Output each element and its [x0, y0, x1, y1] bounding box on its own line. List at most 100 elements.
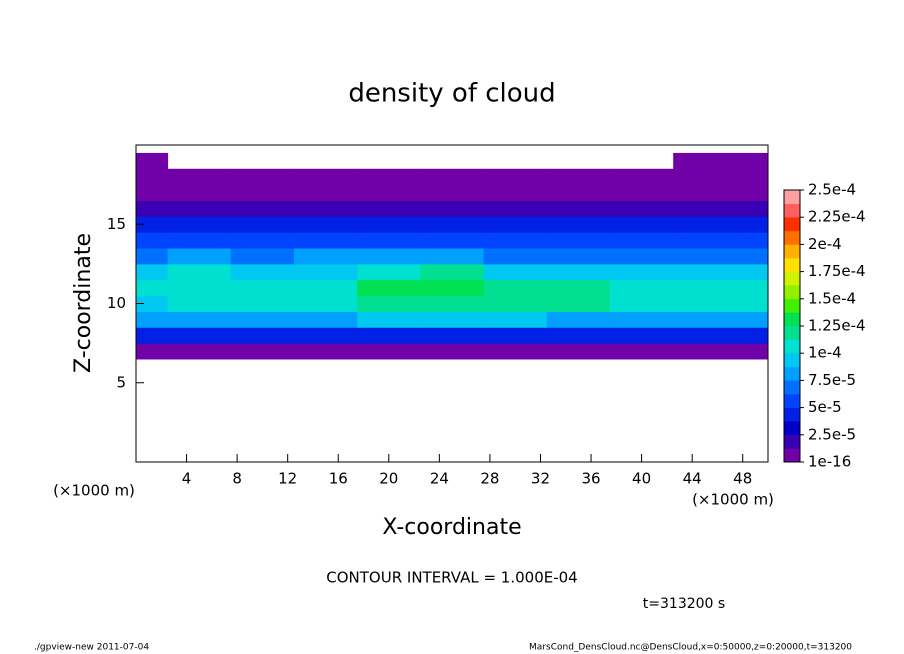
- field-cell: [167, 263, 232, 281]
- colorbar-label: 1e-4: [808, 344, 842, 362]
- field-cell: [673, 216, 737, 233]
- field-cell: [294, 216, 358, 233]
- field-cell: [736, 184, 768, 201]
- field-cell: [546, 168, 611, 186]
- field-cell: [294, 279, 358, 297]
- field-cell: [167, 295, 232, 312]
- field-cell: [673, 311, 737, 328]
- field-cell: [357, 311, 421, 328]
- colorbar-label: 5e-5: [808, 398, 842, 416]
- field-cell: [610, 279, 674, 297]
- field-cell: [420, 263, 485, 281]
- colorbar-swatch: [784, 298, 800, 313]
- field-cell: [736, 168, 768, 186]
- field-cell: [230, 279, 295, 297]
- field-cell: [546, 232, 611, 249]
- time-note: t=313200 s: [643, 596, 725, 612]
- colorbar-swatch: [784, 217, 800, 232]
- field-cell: [736, 327, 768, 344]
- field-cell: [483, 200, 548, 217]
- colorbar-swatch: [784, 203, 800, 218]
- field-cell: [610, 311, 674, 328]
- field-cell: [546, 248, 611, 265]
- y-tick-label: 15: [107, 215, 126, 233]
- field-cell: [357, 279, 421, 297]
- field-cell: [230, 327, 295, 344]
- colorbar-swatch: [784, 353, 800, 368]
- field-cell: [610, 200, 674, 217]
- colorbar-swatch: [784, 326, 800, 340]
- x-unit: (×1000 m): [692, 491, 774, 509]
- colorbar-swatch: [784, 380, 800, 395]
- x-tick-label: 44: [683, 470, 702, 488]
- field-cell: [357, 232, 421, 249]
- field-cell: [420, 232, 485, 249]
- field-cell: [483, 184, 548, 201]
- field-cell: [167, 216, 232, 233]
- x-tick-label: 4: [182, 470, 192, 488]
- x-tick-label: 28: [480, 470, 499, 488]
- field-cell: [167, 248, 232, 265]
- y-tick-label: 10: [107, 294, 126, 312]
- field-cell: [610, 232, 674, 249]
- field-cell: [420, 327, 485, 344]
- field-cell: [546, 200, 611, 217]
- x-tick-label: 36: [581, 470, 600, 488]
- field-cell: [167, 327, 232, 344]
- colorbar-swatch: [784, 448, 800, 463]
- field-cell: [230, 343, 295, 360]
- colorbar-swatch: [784, 244, 800, 259]
- colorbar-label: 7.5e-5: [808, 371, 856, 389]
- field-cell: [610, 216, 674, 233]
- field-cell: [610, 184, 674, 201]
- field-cell: [420, 168, 485, 186]
- field-cell: [294, 168, 358, 186]
- field-cell: [673, 343, 737, 360]
- field-cell: [483, 248, 548, 265]
- field-cell: [673, 327, 737, 344]
- field-cell: [136, 343, 169, 360]
- colorbar-swatch: [784, 312, 800, 327]
- field-cell: [294, 200, 358, 217]
- field-cell: [294, 327, 358, 344]
- colorbar-swatch: [784, 339, 800, 354]
- field-cell: [136, 232, 169, 249]
- colorbar-label: 2e-4: [808, 235, 842, 253]
- colorbar-swatch: [784, 434, 800, 449]
- colorbar-swatch: [784, 258, 800, 272]
- colorbar-label: 1e-16: [808, 453, 851, 471]
- field-cell: [420, 279, 485, 297]
- colorbar-label: 1.75e-4: [808, 262, 866, 280]
- field-cell: [294, 311, 358, 328]
- field-cell: [610, 263, 674, 281]
- field-cell: [357, 343, 421, 360]
- field-cell: [230, 295, 295, 312]
- field-cell: [136, 327, 169, 344]
- field-cell: [230, 232, 295, 249]
- field-cell: [673, 152, 737, 170]
- field-cell: [167, 168, 232, 186]
- field-cell: [736, 232, 768, 249]
- field-cell: [736, 295, 768, 312]
- colorbar-swatch: [784, 421, 800, 436]
- footer-left: ./gpview-new 2011-07-04: [34, 643, 149, 653]
- field-cell: [136, 200, 169, 217]
- field-cell: [167, 184, 232, 201]
- field-cell: [673, 232, 737, 249]
- field-cell: [294, 232, 358, 249]
- field-cell: [357, 216, 421, 233]
- colorbar-swatch: [784, 285, 800, 300]
- field-cell: [230, 248, 295, 265]
- field-cell: [357, 327, 421, 344]
- y-tick-label: 5: [116, 373, 126, 391]
- footer-right: MarsCond_DensCloud.nc@DensCloud,x=0:5000…: [529, 643, 852, 653]
- field-cell: [167, 311, 232, 328]
- y-axis-label: Z-coordinate: [71, 233, 96, 373]
- x-tick-label: 8: [232, 470, 242, 488]
- field-cell: [546, 311, 611, 328]
- field-cell: [420, 295, 485, 312]
- field-cell: [483, 295, 548, 312]
- field-cell: [736, 343, 768, 360]
- field-cell: [483, 279, 548, 297]
